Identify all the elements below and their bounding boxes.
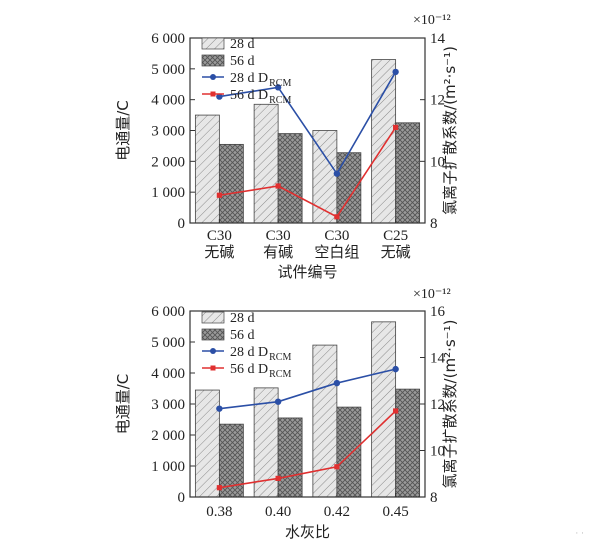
chart-top: 0 1 000 2 000 3 000 4 000 5 000 6 000 8 10 12 14 C3… [114, 13, 459, 281]
point-56d-drcm [275, 475, 281, 481]
y-tick-label: 1 000 [151, 185, 185, 201]
bar-28d [194, 114, 220, 224]
legend-subscript: RCM [269, 95, 291, 106]
y-tick-label: 3 000 [151, 124, 185, 140]
legend-label: 56 d [230, 54, 255, 69]
y-axis-label: 电通量/C [114, 374, 132, 435]
series-line-56d-drcm [219, 410, 397, 489]
legend-label: 56 d D [230, 88, 268, 103]
bar-56d [277, 133, 303, 224]
bar-28d [253, 103, 279, 224]
point-56d-drcm [393, 124, 399, 131]
legend-label: 28 d [230, 37, 255, 52]
point-28d-drcm [333, 170, 341, 177]
y-tick-label: 5 000 [151, 335, 185, 351]
series-line-28d-drcm [219, 71, 397, 176]
bar-28d [194, 389, 220, 498]
x-tick-label: 0.42 [324, 504, 350, 520]
x-tick-label: C30 有碱 [263, 228, 293, 261]
bar-28d [371, 321, 397, 498]
x-tick-label: 0.40 [265, 504, 291, 520]
bar-28d [312, 344, 338, 498]
bar-56d [395, 388, 421, 498]
x-tick-label: C30 空白组 [314, 228, 359, 261]
legend-marker-56d-drcm [210, 365, 216, 371]
y-tick-label: 1 000 [151, 459, 185, 475]
legend-marker-28d-drcm [210, 74, 216, 80]
legend-label: 28 d D [230, 345, 268, 360]
x-axis-label: 水灰比 [285, 523, 330, 541]
point-28d-drcm [216, 93, 223, 100]
y2-multiplier: ×10⁻¹² [413, 13, 451, 28]
point-28d-drcm [274, 84, 282, 91]
legend-swatch-56d [201, 54, 225, 67]
y2-tick-label: 14 [430, 351, 446, 367]
x-tick-label: 0.38 [206, 504, 232, 520]
point-56d-drcm [275, 183, 281, 189]
legend-marker-28d-drcm [210, 348, 216, 354]
legend-label: 56 d [230, 328, 255, 343]
y2-tick-label: 8 [430, 216, 438, 232]
y2-tick-label: 12 [430, 397, 445, 413]
series-line-56d-drcm [219, 126, 397, 218]
y-tick-label: 0 [178, 490, 186, 506]
legend-label: 56 d D [230, 362, 268, 377]
x-axis-label: 试件编号 [277, 263, 337, 281]
y-tick-label: 0 [178, 216, 186, 232]
y2-tick-label: 10 [430, 154, 445, 170]
series-line-28d-drcm [219, 368, 396, 410]
y-tick-label: 5 000 [151, 62, 185, 78]
bar-28d [371, 59, 397, 224]
point-56d-drcm [393, 408, 399, 414]
bar-56d [218, 143, 244, 224]
point-28d-drcm [274, 398, 282, 405]
bar-56d [336, 406, 362, 498]
point-56d-drcm [216, 192, 222, 198]
y2-axis-label: 氯离子扩散系数/(m²·s⁻¹) [441, 46, 459, 215]
legend-swatch-56d [201, 328, 225, 341]
y2-tick-label: 12 [430, 93, 445, 109]
legend-label: 28 d D [230, 71, 268, 86]
legend-swatch-28d [201, 37, 225, 50]
legend-subscript: RCM [269, 352, 291, 363]
point-28d-drcm [392, 68, 399, 76]
x-tick-label: C25 无碱 [381, 228, 411, 261]
chart-bottom: 0 1 000 2 000 3 000 4 000 5 000 6 000 8 10 12 14 16… [114, 287, 459, 541]
legend-label: 28 d [230, 311, 255, 326]
y-tick-label: 3 000 [151, 397, 185, 413]
y-axis-label: 电通量/C [114, 100, 132, 161]
y-tick-label: 6 000 [151, 31, 185, 47]
point-56d-drcm [334, 464, 340, 470]
y2-axis-label: 氯离子扩散系数/(m²·s⁻¹) [441, 320, 459, 489]
y-tick-label: 2 000 [151, 428, 185, 444]
bar-56d [277, 417, 303, 498]
legend-subscript: RCM [269, 78, 291, 89]
y-tick-label: 2 000 [151, 154, 185, 170]
y2-tick-label: 14 [430, 31, 446, 47]
bar-28d [312, 130, 338, 224]
watermark: · · [575, 529, 584, 539]
point-56d-drcm [334, 214, 340, 220]
legend-swatch-28d [201, 311, 225, 324]
x-tick-label: 0.45 [383, 504, 409, 520]
x-tick-label: C30 无碱 [204, 228, 234, 261]
legend-marker-56d-drcm [210, 91, 216, 97]
y2-multiplier: ×10⁻¹² [413, 287, 451, 302]
bar-56d [395, 122, 421, 224]
y-tick-label: 6 000 [151, 304, 185, 320]
y-tick-label: 4 000 [151, 93, 185, 109]
y2-tick-label: 16 [430, 304, 446, 320]
point-28d-drcm [216, 405, 223, 412]
point-56d-drcm [216, 485, 222, 491]
point-28d-drcm [333, 379, 341, 387]
y2-tick-label: 10 [430, 444, 445, 460]
y2-tick-label: 8 [430, 490, 438, 506]
point-28d-drcm [392, 365, 399, 373]
legend-subscript: RCM [269, 369, 291, 380]
y-tick-label: 4 000 [151, 366, 185, 382]
